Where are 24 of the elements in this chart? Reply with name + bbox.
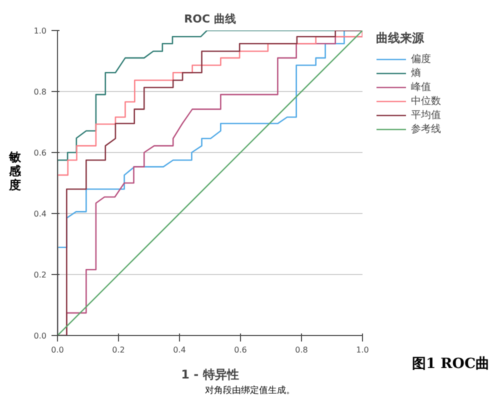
- x-axis-title: 1 - 特异性: [181, 368, 239, 382]
- chart-title: ROC 曲线: [184, 12, 236, 26]
- y-tick-label: 0.8: [34, 88, 47, 96]
- y-tick-label: 0.6: [34, 148, 47, 158]
- y-axis-title: 敏感度: [9, 150, 21, 192]
- legend-label: 峰值: [411, 81, 431, 94]
- legend-label: 平均值: [411, 109, 441, 122]
- legend-label: 中位数: [411, 94, 441, 108]
- x-tick-label: 0.2: [112, 346, 125, 354]
- x-tick-label: 1.0: [356, 346, 369, 354]
- caption: 图1 ROC曲: [412, 355, 490, 374]
- legend-label: 偏度: [411, 52, 431, 66]
- x-tick-label: 0.8: [295, 346, 308, 354]
- x-tick-label: 0.6: [234, 346, 247, 354]
- text: 对角段由绑定值生成。: [205, 384, 295, 397]
- y-tick-label: 0.4: [34, 210, 47, 218]
- legend-label: 熵: [411, 66, 422, 80]
- x-tick-label: 0.4: [173, 346, 186, 354]
- legend-title: 曲线来源: [376, 30, 425, 47]
- y-tick-label: 0.0: [34, 332, 47, 340]
- y-tick-label: 0.2: [34, 270, 47, 280]
- legend-label: 参考线: [411, 122, 441, 136]
- x-tick-label: 0.0: [51, 346, 64, 354]
- y-tick-label: 1.0: [34, 26, 47, 36]
